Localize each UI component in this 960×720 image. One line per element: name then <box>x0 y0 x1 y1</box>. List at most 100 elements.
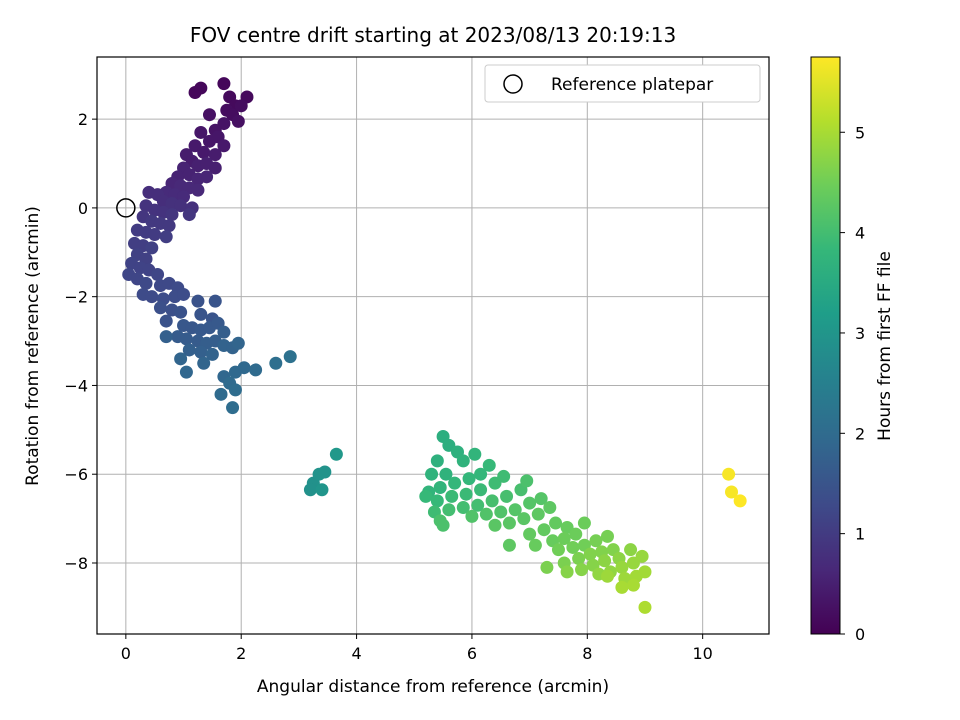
data-point <box>208 161 222 175</box>
data-point <box>577 516 591 530</box>
data-point <box>217 77 231 91</box>
data-point <box>283 350 297 364</box>
x-ticks: 0 2 4 6 8 10 <box>121 634 713 663</box>
data-point <box>537 523 551 537</box>
data-point <box>540 560 554 574</box>
data-point <box>436 518 450 532</box>
data-point <box>231 114 245 128</box>
data-point <box>194 81 208 95</box>
data-point <box>139 276 153 290</box>
data-point <box>479 507 493 521</box>
data-point <box>200 170 214 184</box>
data-point <box>191 294 205 308</box>
data-point <box>549 516 563 530</box>
data-point <box>174 199 188 213</box>
data-point <box>624 543 638 557</box>
data-point <box>534 492 548 506</box>
data-point <box>551 543 565 557</box>
data-point <box>208 294 222 308</box>
data-point <box>145 241 159 255</box>
data-point <box>177 287 191 301</box>
chart-title: FOV centre drift starting at 2023/08/13 … <box>190 23 676 47</box>
data-point <box>430 454 444 468</box>
data-point <box>456 501 470 515</box>
data-point <box>465 509 479 523</box>
data-point <box>202 108 216 122</box>
data-point <box>523 527 537 541</box>
data-point <box>191 183 205 197</box>
colorbar-tick-label: 5 <box>855 123 865 142</box>
colorbar: 0 1 2 3 4 5 Hours from first FF file <box>810 56 895 644</box>
legend-marker-icon <box>503 74 523 94</box>
y-tick-label: −4 <box>64 376 88 395</box>
data-point <box>159 330 173 344</box>
data-point <box>557 532 571 546</box>
data-point <box>502 538 516 552</box>
colorbar-label: Hours from first FF file <box>875 251 895 441</box>
data-point <box>482 458 496 472</box>
data-point <box>494 505 508 519</box>
data-point <box>425 467 439 481</box>
data-point <box>249 363 263 377</box>
data-point <box>520 474 534 488</box>
x-tick-label: 10 <box>692 644 712 663</box>
data-point <box>165 208 179 222</box>
data-point <box>589 534 603 548</box>
data-point <box>575 563 589 577</box>
legend-box <box>484 64 761 103</box>
data-point <box>448 476 462 490</box>
data-point <box>214 387 228 401</box>
data-point <box>430 494 444 508</box>
data-point <box>474 483 488 497</box>
data-point <box>151 267 165 281</box>
data-point <box>543 501 557 515</box>
data-point <box>226 401 240 415</box>
y-axis-label: Rotation from reference (arcmin) <box>23 206 43 486</box>
data-point <box>433 481 447 495</box>
data-point <box>174 352 188 366</box>
data-point <box>462 472 476 486</box>
data-point <box>315 483 329 497</box>
data-point <box>638 600 652 614</box>
data-point <box>329 447 343 461</box>
data-point <box>566 540 580 554</box>
colorbar-tick-label: 3 <box>855 324 865 343</box>
data-point <box>217 325 231 339</box>
data-point <box>194 345 208 359</box>
data-point <box>569 527 583 541</box>
data-point <box>237 361 251 375</box>
x-tick-label: 0 <box>121 644 131 663</box>
x-tick-label: 2 <box>236 644 246 663</box>
data-point <box>615 580 629 594</box>
data-point <box>722 467 736 481</box>
data-point <box>439 467 453 481</box>
x-tick-label: 8 <box>582 644 592 663</box>
data-point <box>148 228 162 242</box>
data-point <box>638 565 652 579</box>
colorbar-tick-label: 0 <box>855 625 865 644</box>
data-point <box>208 148 222 162</box>
data-point <box>269 356 283 370</box>
legend: Reference platepar <box>484 64 761 103</box>
data-point <box>217 139 231 153</box>
data-point <box>528 538 542 552</box>
x-tick-label: 6 <box>467 644 477 663</box>
data-point <box>197 145 211 159</box>
y-tick-label: −8 <box>64 554 88 573</box>
data-point <box>508 503 522 517</box>
data-point <box>159 314 173 328</box>
data-point <box>318 465 332 479</box>
data-point <box>182 343 196 357</box>
data-point <box>502 516 516 530</box>
data-points <box>122 77 747 614</box>
data-point <box>182 208 196 222</box>
data-point <box>560 565 574 579</box>
colorbar-ticks: 0 1 2 3 4 5 <box>840 123 865 644</box>
data-point <box>228 383 242 397</box>
data-point <box>234 99 248 113</box>
data-point <box>153 301 167 315</box>
data-point <box>179 332 193 346</box>
data-point <box>600 529 614 543</box>
data-point <box>572 552 586 566</box>
y-tick-label: −6 <box>64 465 88 484</box>
